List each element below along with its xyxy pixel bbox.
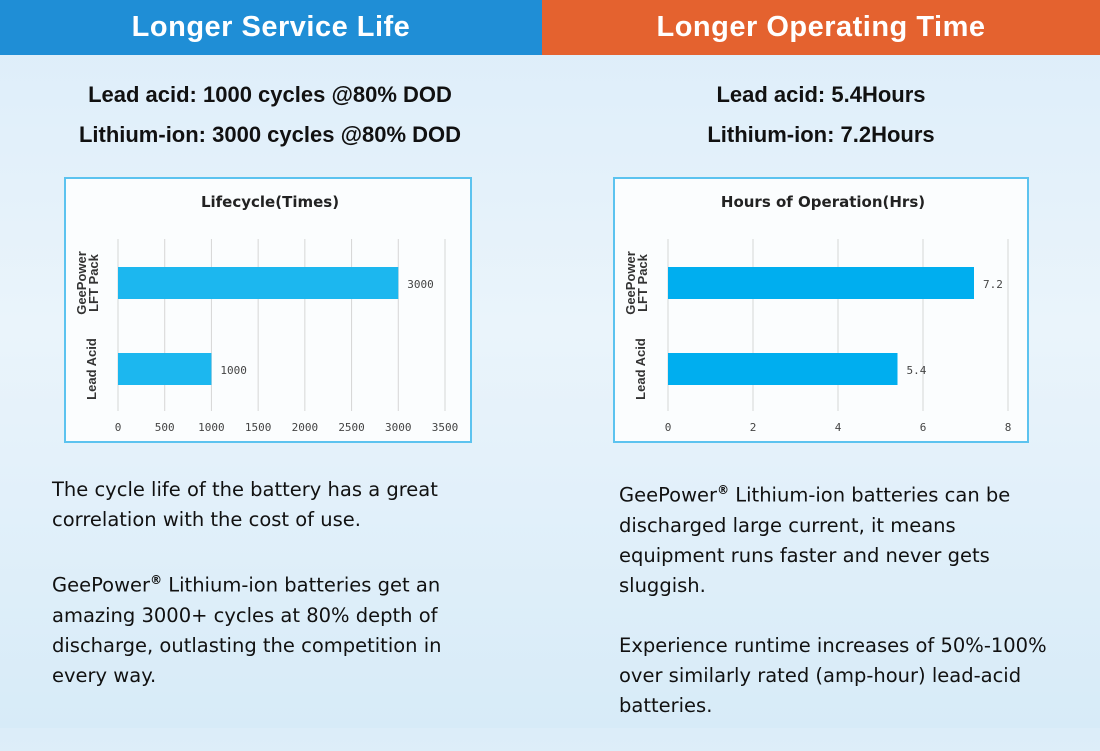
data-label: 1000 [220,364,247,377]
category-label: LFT Pack [635,253,650,312]
bar [118,267,399,299]
x-tick-label: 2500 [338,421,365,434]
left-para-2: GeePower® Lithium-ion batteries get an a… [52,573,442,687]
header-service-life: Longer Service Life [0,0,542,55]
x-tick-label: 4 [835,421,842,434]
chart-title: Hours of Operation(Hrs) [721,193,925,211]
bar [668,267,974,299]
data-label: 7.2 [983,278,1003,291]
right-para-1: GeePower® Lithium-ion batteries can be d… [619,483,1011,597]
x-tick-label: 6 [920,421,927,434]
x-tick-label: 3000 [385,421,412,434]
category-label: Lead Acid [633,338,648,400]
bar [118,353,212,385]
right-description: GeePower® Lithium-ion batteries can be d… [619,475,1059,751]
chart-svg: Hours of Operation(Hrs)0 2 4 6 87.2GeePowerL… [623,193,1012,434]
header-operating-time: Longer Operating Time [542,0,1100,55]
category-label: GeePower [623,251,638,315]
x-tick-label: 8 [1005,421,1012,434]
category-label: LFT Pack [86,253,101,312]
left-para-1: The cycle life of the battery has a grea… [52,478,438,531]
chart-svg: Lifecycle(Times) 0 500 1000 1500 2000 2500 3000… [74,193,459,434]
bar [668,353,898,385]
right-para-2: Experience runtime increases of 50%-100%… [619,633,1047,717]
x-tick-label: 2 [750,421,757,434]
x-tick-label: 0 [115,421,122,434]
stat-lithium-hours: Lithium-ion: 7.2Hours [707,122,935,147]
data-label: 5.4 [907,364,927,377]
hours-chart: Hours of Operation(Hrs) 0 2 4 6 8 7.2 GeePower L… [613,177,1029,443]
x-tick-label: 1500 [245,421,272,434]
data-label: 3000 [407,278,434,291]
category-label: Lead Acid [84,338,99,400]
category-label: GeePower [74,251,89,315]
x-tick-label: 0 [665,421,672,434]
x-tick-label: 1000 [198,421,225,434]
stat-lead-acid-hours: Lead acid: 5.4Hours [716,82,926,107]
chart-title: Lifecycle(Times) [201,193,339,211]
left-description: The cycle life of the battery has a grea… [52,475,492,721]
stat-lead-acid-cycles: Lead acid: 1000 cycles @80% DOD [88,82,452,107]
x-tick-label: 2000 [292,421,319,434]
lifecycle-chart: Lifecycle(Times) 0 500 1000 1500 2000 2500 3000… [64,177,472,443]
x-tick-label: 3500 [432,421,459,434]
stat-lithium-cycles: Lithium-ion: 3000 cycles @80% DOD [78,122,462,147]
x-tick-label: 500 [155,421,175,434]
